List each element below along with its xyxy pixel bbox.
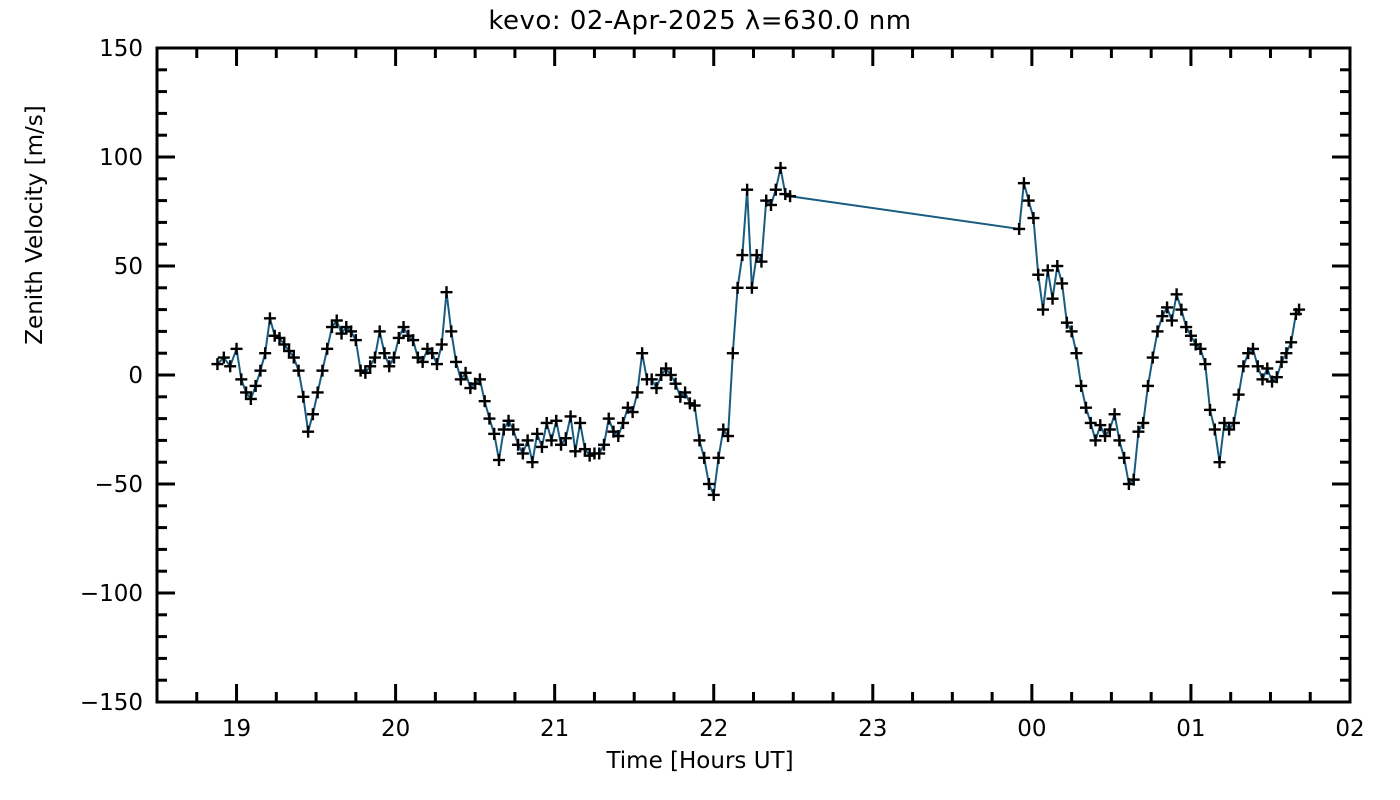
x-tick-label: 19 [222,716,251,742]
data-series-markers [211,161,1306,501]
x-tick-label: 23 [858,716,887,742]
y-tick-label: −50 [94,472,143,498]
x-axis-minor-ticks [155,48,1312,702]
x-tick-label: 21 [540,716,569,742]
y-axis-major-ticks [157,46,1350,704]
y-tick-label: −100 [80,581,143,607]
y-axis-tick-labels: 150 100 50 0 −50 −100 −150 [80,36,143,716]
axes-box [155,46,1352,704]
y-tick-label: 150 [99,36,143,62]
x-tick-label: 01 [1176,716,1205,742]
y-tick-label: 100 [99,145,143,171]
x-axis-tick-labels: 19 20 21 22 23 00 01 02 [222,716,1365,742]
x-tick-label: 20 [381,716,410,742]
y-tick-label: −150 [80,690,143,716]
x-tick-label: 00 [1017,716,1046,742]
x-tick-label: 22 [699,716,728,742]
y-tick-label: 0 [128,363,143,389]
page-title: kevo: 02-Apr-2025 λ=630.0 nm [488,6,912,36]
x-axis-major-ticks [235,48,1352,702]
plot-frame [155,46,1352,704]
x-axis-label: Time [Hours UT] [606,748,794,774]
y-tick-label: 50 [114,254,143,280]
y-axis-minor-ticks [157,68,1350,682]
x-tick-label: 02 [1335,716,1364,742]
